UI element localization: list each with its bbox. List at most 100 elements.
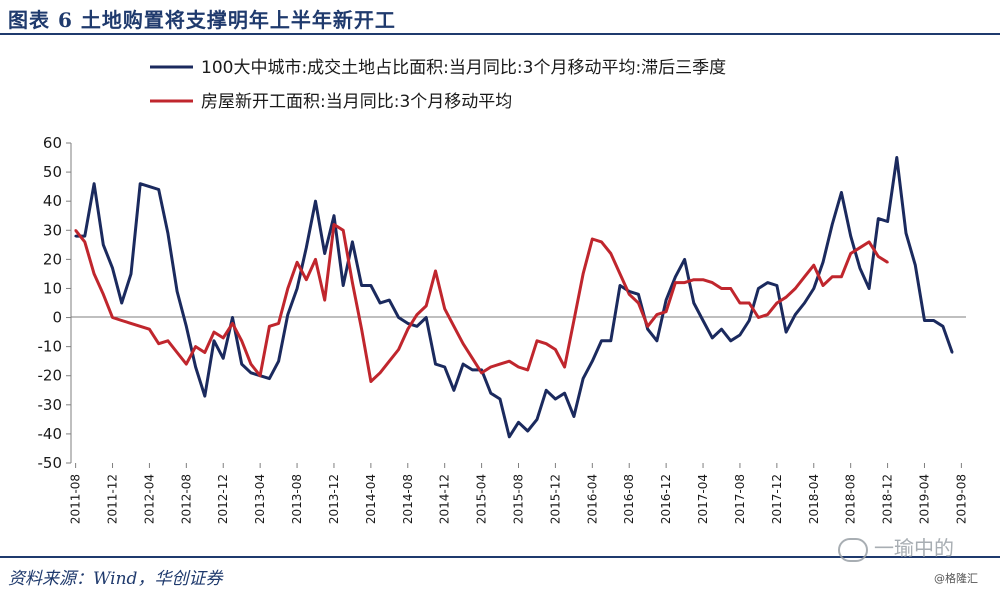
data-point-land-area	[461, 362, 465, 366]
data-point-new-starts	[526, 368, 529, 372]
data-point-land-area	[517, 421, 520, 424]
data-point-land-area	[757, 287, 760, 290]
x-axis-ticks: 2011-08 2011-12 2012-04 2012-08 2012-12 2013-…	[69, 463, 968, 524]
data-point-land-area	[489, 392, 492, 395]
data-point-land-area	[941, 325, 945, 328]
data-point-land-area	[646, 328, 649, 331]
data-point-land-area	[867, 287, 871, 290]
x-tick-label: 2014-08	[401, 474, 415, 524]
data-point-new-starts	[867, 240, 871, 244]
data-point-land-area	[914, 264, 917, 267]
data-point-new-starts	[249, 362, 253, 366]
y-tick-label: -30	[38, 396, 63, 414]
data-point-new-starts	[664, 310, 668, 313]
data-point-new-starts	[738, 301, 742, 305]
data-point-land-area	[388, 298, 391, 302]
data-point-land-area	[295, 287, 299, 290]
data-point-new-starts	[545, 342, 548, 345]
data-point-new-starts	[821, 284, 825, 287]
data-point-new-starts	[415, 313, 419, 316]
data-point-land-area	[581, 377, 585, 380]
data-point-new-starts	[498, 362, 502, 366]
x-tick-label: 2013-12	[327, 474, 341, 524]
x-tick-label: 2012-04	[142, 474, 156, 524]
data-point-land-area	[738, 333, 742, 337]
y-tick-label: 10	[43, 279, 62, 297]
data-point-new-starts	[314, 258, 317, 261]
data-point-land-area	[378, 301, 382, 305]
data-point-new-starts	[646, 325, 649, 328]
data-point-new-starts	[572, 319, 576, 322]
x-tick-label: 2013-04	[253, 474, 267, 524]
data-point-land-area	[711, 336, 714, 340]
y-tick-label: 40	[43, 192, 62, 210]
x-tick-label: 2015-04	[475, 474, 489, 524]
y-tick-label: -20	[38, 367, 63, 385]
data-point-land-area	[480, 368, 483, 372]
data-point-land-area	[434, 362, 437, 366]
data-point-land-area	[120, 301, 123, 305]
data-point-new-starts	[563, 365, 566, 369]
data-point-new-starts	[342, 229, 345, 232]
data-point-land-area	[904, 232, 908, 235]
data-point-land-area	[572, 415, 576, 418]
watermark-text: 一瑜中的	[874, 536, 954, 560]
x-tick-label: 2018-08	[844, 474, 858, 524]
chart-legend: 100大中城市:成交土地占比面积:当月同比:3个月移动平均:滞后三季度 房屋新开…	[150, 58, 726, 112]
data-point-land-area	[360, 284, 363, 287]
data-point-new-starts	[757, 316, 760, 319]
data-point-new-starts	[286, 287, 289, 290]
data-point-land-area	[139, 182, 142, 185]
data-point-new-starts	[111, 316, 114, 319]
watermark: 一瑜中的	[838, 532, 954, 562]
data-point-new-starts	[332, 223, 336, 226]
data-point-new-starts	[692, 278, 695, 281]
data-point-new-starts	[701, 278, 705, 281]
x-tick-label: 2017-04	[696, 474, 710, 524]
data-point-land-area	[231, 316, 234, 319]
data-point-new-starts	[581, 272, 585, 276]
data-point-land-area	[148, 185, 151, 188]
data-point-land-area	[591, 360, 594, 363]
data-point-land-area	[775, 284, 779, 287]
data-point-new-starts	[120, 319, 123, 322]
wechat-icon	[838, 537, 868, 562]
data-point-new-starts	[628, 293, 631, 296]
data-point-land-area	[443, 365, 446, 369]
data-point-new-starts	[683, 281, 686, 284]
data-point-new-starts	[618, 272, 622, 276]
data-point-new-starts	[222, 336, 225, 340]
data-point-land-area	[452, 389, 456, 392]
title-bar: 图表 6 土地购置将支撑明年上半年新开工	[0, 0, 1000, 36]
data-point-land-area	[83, 234, 87, 238]
data-point-new-starts	[840, 275, 843, 278]
data-point-land-area	[286, 313, 289, 316]
data-point-new-starts	[775, 301, 779, 305]
data-point-new-starts	[166, 339, 170, 342]
data-point-land-area	[812, 287, 815, 290]
data-point-land-area	[840, 191, 843, 194]
credit-text: @格隆汇	[934, 572, 978, 585]
data-point-new-starts	[729, 287, 732, 290]
data-point-land-area	[618, 284, 622, 287]
x-tick-label: 2015-08	[512, 474, 526, 524]
data-point-land-area	[563, 392, 566, 395]
data-point-land-area	[92, 182, 96, 185]
data-point-land-area	[720, 328, 723, 331]
data-point-new-starts	[720, 287, 723, 290]
data-point-land-area	[342, 284, 345, 287]
data-point-new-starts	[434, 269, 437, 273]
data-point-land-area	[323, 252, 326, 255]
y-tick-label: 60	[43, 134, 62, 152]
data-point-new-starts	[139, 325, 142, 328]
data-point-land-area	[240, 362, 243, 366]
data-point-land-area	[406, 322, 409, 325]
data-point-new-starts	[240, 339, 243, 342]
data-point-land-area	[268, 377, 271, 380]
data-point-land-area	[222, 357, 225, 360]
data-point-land-area	[415, 325, 419, 328]
data-point-land-area	[609, 339, 612, 342]
data-point-new-starts	[591, 237, 594, 241]
data-point-land-area	[701, 319, 705, 322]
data-point-land-area	[249, 371, 253, 374]
